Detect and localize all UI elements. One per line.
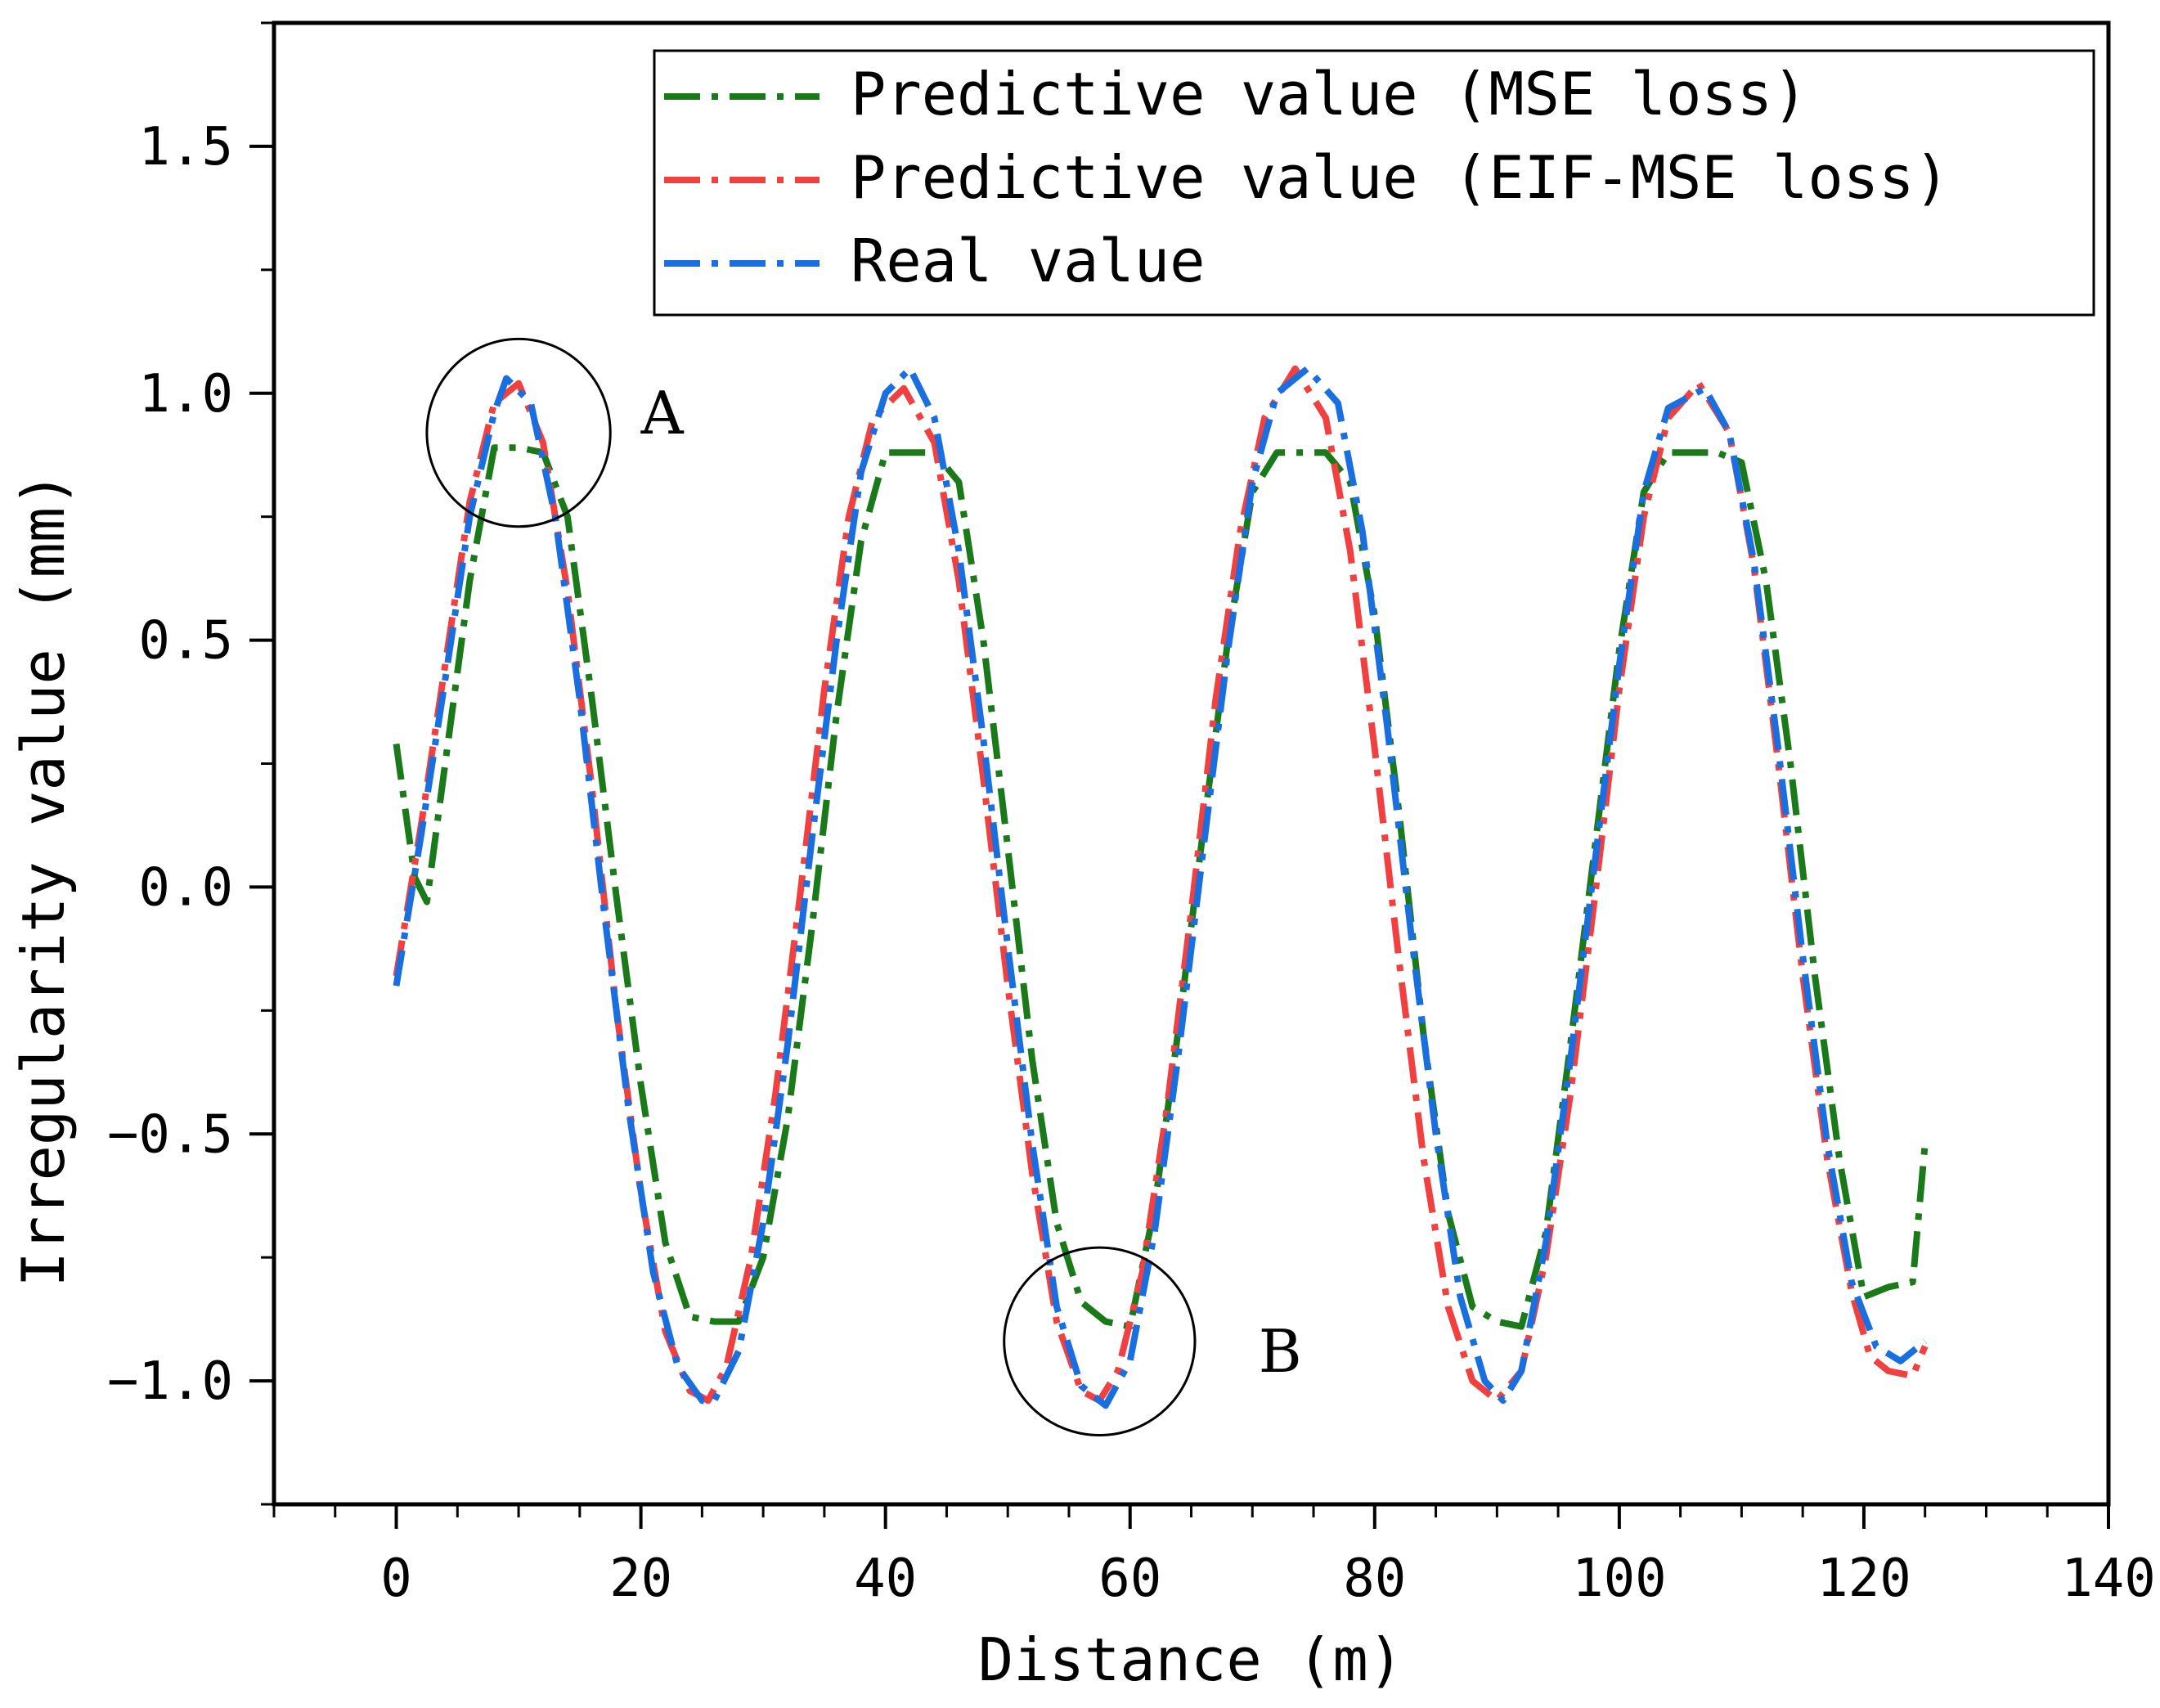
y-tick-label: 0.0	[138, 857, 233, 918]
annotation-label: B	[1259, 1317, 1302, 1386]
annotation-circle	[1003, 1246, 1197, 1436]
series-line-3	[393, 365, 1928, 1409]
x-axis-title: Distance (m)	[978, 1625, 1403, 1694]
annotation-circle	[425, 337, 612, 528]
x-tick-label: 140	[2061, 1548, 2156, 1609]
legend-label-3: Real value	[851, 227, 1205, 295]
legend-label-1: Predictive value (MSE loss)	[851, 60, 1807, 128]
annotations: AB	[425, 337, 1302, 1436]
x-tick-label: 120	[1816, 1548, 1911, 1609]
x-tick-label: 60	[1098, 1548, 1161, 1609]
legend: Predictive value (MSE loss) Predictive va…	[653, 49, 2095, 317]
y-tick-label: 1.0	[138, 364, 233, 425]
legend-label-2: Predictive value (EIF-MSE loss)	[851, 143, 1950, 212]
y-tick-label: 1.5	[138, 117, 233, 178]
legend-box	[653, 49, 2095, 317]
x-tick-label: 0	[380, 1548, 412, 1609]
x-tick-label: 100	[1572, 1548, 1667, 1609]
x-tick-label: 80	[1343, 1548, 1406, 1609]
x-tick-label: 20	[609, 1548, 672, 1609]
series-line-1	[393, 444, 1929, 1330]
x-tick-label: 40	[854, 1548, 917, 1609]
y-tick-label: −1.0	[107, 1351, 233, 1412]
y-axis-title: Irregularity value (mm)	[9, 472, 78, 1288]
y-tick-label: −0.5	[107, 1104, 233, 1165]
series-layer	[393, 365, 1929, 1409]
y-tick-label: 0.5	[138, 611, 233, 672]
ticks: 0 20 40 60 80 100 120 140 −1.0 −0.5 0.0 0.5 1.0 1.5	[107, 21, 2156, 1609]
annotation-label: A	[640, 379, 685, 447]
